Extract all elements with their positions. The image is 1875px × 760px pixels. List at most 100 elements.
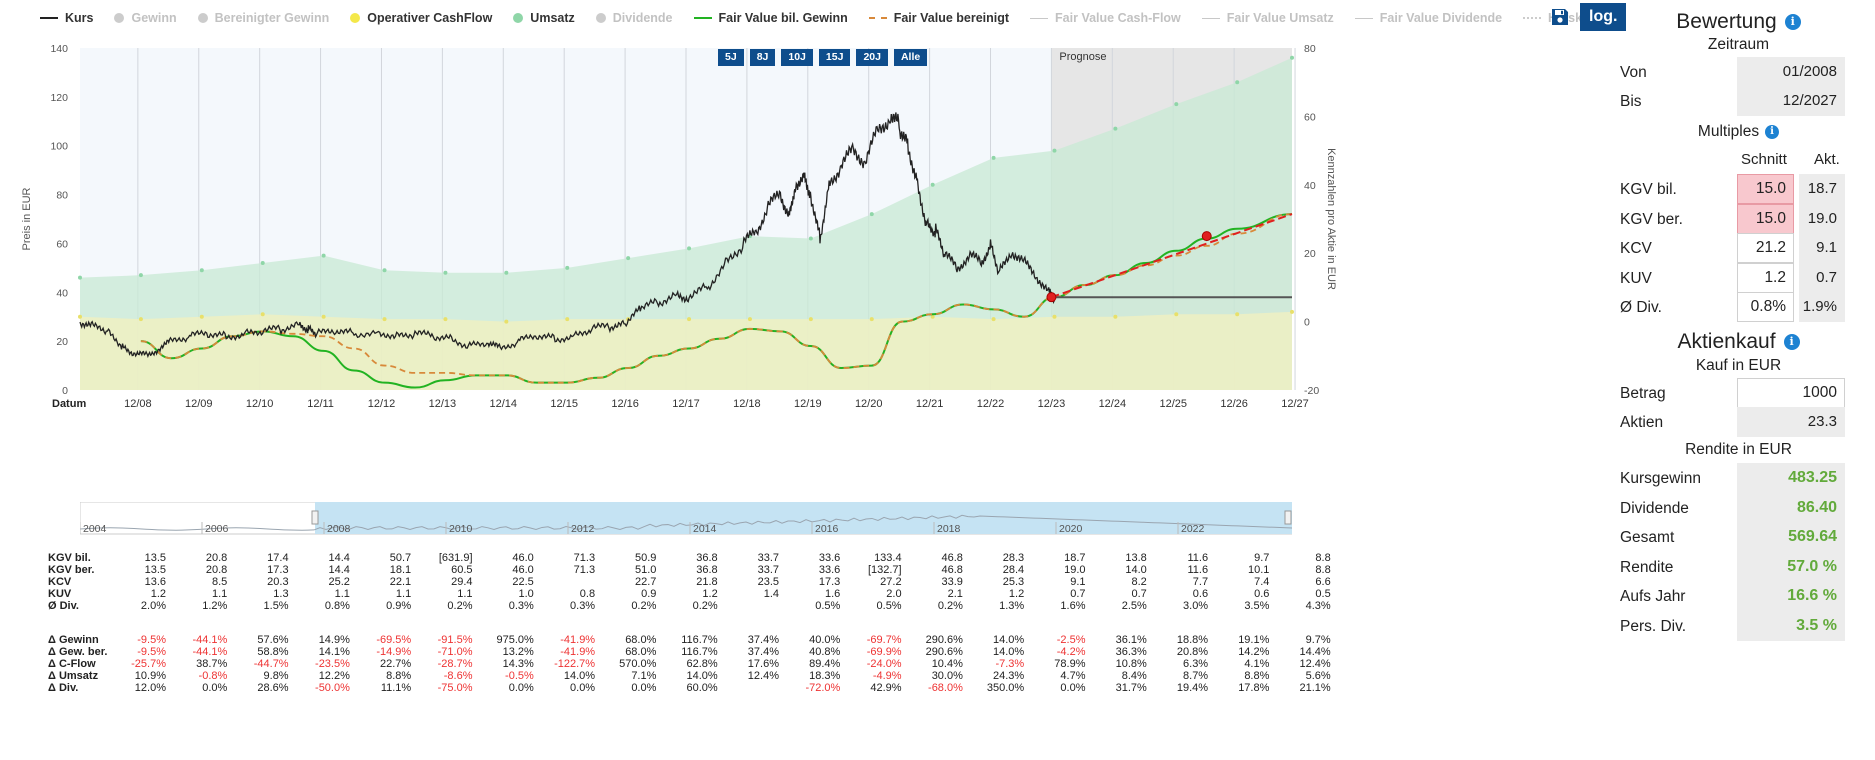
umsatz-point bbox=[991, 155, 996, 160]
cashflow-point bbox=[443, 317, 448, 322]
legend-item-0[interactable]: Kurs bbox=[40, 11, 93, 25]
kpi-cell: 36.8 bbox=[696, 552, 718, 564]
legend-item-3[interactable]: Operativer CashFlow bbox=[350, 11, 492, 25]
info-icon[interactable]: i bbox=[1784, 14, 1801, 31]
legend-label: Fair Value Cash-Flow bbox=[1055, 11, 1181, 25]
range-navigator[interactable]: 2004 2006 2008 2010 2012 2014 2016 2018 2020 2022… bbox=[80, 502, 1292, 550]
umsatz-point bbox=[1113, 126, 1118, 131]
kpi-cell: 0.2% bbox=[631, 600, 657, 612]
aktienkauf-title: Aktienkauf bbox=[1677, 330, 1776, 353]
multiple-schnitt-input[interactable]: 1.2 bbox=[1737, 262, 1794, 293]
kpi-cell: 8.5 bbox=[212, 576, 228, 588]
kpi-cell: 14.2% bbox=[1238, 646, 1270, 658]
legend-item-10[interactable]: Fair Value Dividende bbox=[1354, 11, 1502, 25]
kpi-cell: 33.7 bbox=[757, 552, 779, 564]
multiple-schnitt-input[interactable]: 21.2 bbox=[1737, 233, 1794, 263]
kpi-cell: 89.4% bbox=[809, 658, 841, 670]
top-toolbar: log. bbox=[1546, 3, 1627, 31]
legend-symbol bbox=[513, 13, 524, 23]
zoom-button-8J[interactable]: 8J bbox=[749, 49, 776, 66]
legend-symbol bbox=[1201, 17, 1220, 19]
kpi-cell: 33.9 bbox=[941, 576, 963, 588]
multiple-schnitt-input[interactable]: 0.8% bbox=[1737, 292, 1794, 322]
legend-item-5[interactable]: Dividende bbox=[595, 11, 673, 25]
legend-item-1[interactable]: Gewinn bbox=[114, 11, 177, 25]
legend-symbol bbox=[595, 13, 606, 23]
zoom-button-10J[interactable]: 10J bbox=[781, 49, 813, 66]
y2-tick-label: 0 bbox=[1304, 317, 1310, 329]
zoom-button-Alle[interactable]: Alle bbox=[893, 49, 928, 66]
kpi-cell: 14.3% bbox=[502, 658, 534, 670]
price-chart[interactable]: Prognose 0 20 40 60 80 100 120 140 -20 0 20 40 60 80 Pr… bbox=[0, 40, 1340, 410]
result-value: 86.40 bbox=[1737, 492, 1845, 523]
kpi-row-label: KCV bbox=[48, 576, 72, 588]
kpi-cell: 14.4% bbox=[1299, 646, 1331, 658]
multiple-schnitt-input[interactable]: 15.0 bbox=[1737, 203, 1794, 234]
kpi-cell: 6.6 bbox=[1315, 576, 1331, 588]
log-scale-button[interactable]: log. bbox=[1580, 3, 1627, 31]
navigator-year: 2020 bbox=[1059, 523, 1083, 535]
von-value[interactable]: 01/2008 bbox=[1737, 57, 1845, 87]
info-icon[interactable]: i bbox=[1783, 334, 1800, 351]
projection-line bbox=[1051, 213, 1293, 299]
kpi-cell: -68.0% bbox=[928, 682, 963, 694]
kpi-cell: 78.9% bbox=[1054, 658, 1086, 670]
kpi-cell: 18.1 bbox=[389, 564, 412, 576]
kpi-cell: 0.7 bbox=[1070, 588, 1086, 600]
kpi-cell: 0.0% bbox=[1060, 682, 1086, 694]
bis-value[interactable]: 12/2027 bbox=[1737, 86, 1845, 116]
navigator-handle-left[interactable] bbox=[311, 510, 319, 525]
multiples-label: Multiples bbox=[1697, 123, 1760, 140]
kpi-cell: 11.6 bbox=[1187, 564, 1209, 576]
x-tick-label: 12/21 bbox=[916, 398, 944, 410]
x-tick-label: 12/16 bbox=[611, 398, 639, 410]
zoom-button-20J[interactable]: 20J bbox=[856, 49, 888, 66]
legend-item-6[interactable]: Fair Value bil. Gewinn bbox=[693, 11, 848, 25]
kpi-row-label: Ø Div. bbox=[48, 600, 79, 612]
cashflow-point bbox=[869, 317, 874, 322]
projection-marker bbox=[1046, 292, 1057, 303]
x-tick-label: 12/24 bbox=[1099, 398, 1127, 410]
y-tick-label: 120 bbox=[50, 92, 68, 104]
kpi-cell: 50.9 bbox=[634, 552, 657, 564]
kpi-cell: 0.3% bbox=[508, 600, 534, 612]
betrag-input[interactable]: 1000 bbox=[1737, 378, 1845, 408]
multiple-schnitt-input[interactable]: 15.0 bbox=[1737, 174, 1794, 204]
x-tick-label: 12/20 bbox=[855, 398, 883, 410]
kpi-cell: -25.7% bbox=[131, 658, 166, 670]
kpi-cell: -91.5% bbox=[437, 634, 473, 646]
info-icon[interactable]: i bbox=[1765, 124, 1780, 139]
legend-item-2[interactable]: Bereinigter Gewinn bbox=[197, 11, 329, 25]
kpi-cell: 60.0% bbox=[686, 682, 718, 694]
kpi-cell: 10.8% bbox=[1115, 658, 1147, 670]
cashflow-point bbox=[747, 317, 752, 322]
navigator-year: 2010 bbox=[449, 523, 473, 535]
legend-label: Kurs bbox=[65, 11, 94, 25]
legend-item-9[interactable]: Fair Value Umsatz bbox=[1201, 11, 1334, 25]
aktienkauf-heading: Aktienkauf i bbox=[1607, 330, 1870, 354]
kpi-row-label: Δ Umsatz bbox=[48, 670, 99, 682]
aktien-value: 23.3 bbox=[1737, 407, 1845, 437]
kpi-cell: 27.2 bbox=[880, 576, 902, 588]
multiple-label: KUV bbox=[1620, 269, 1652, 287]
legend-item-4[interactable]: Umsatz bbox=[513, 11, 575, 25]
zoom-button-5J[interactable]: 5J bbox=[718, 49, 744, 66]
legend-item-7[interactable]: Fair Value bereinigt bbox=[868, 11, 1009, 25]
kpi-cell: 116.7% bbox=[681, 646, 718, 658]
zoom-button-15J[interactable]: 15J bbox=[818, 49, 851, 66]
save-icon[interactable] bbox=[1546, 3, 1574, 31]
kpi-cell: 14.0% bbox=[686, 670, 718, 682]
kpi-cell: 20.8% bbox=[1176, 646, 1209, 658]
cashflow-point bbox=[78, 314, 82, 319]
kpi-cell: 13.6 bbox=[144, 576, 166, 588]
legend-item-8[interactable]: Fair Value Cash-Flow bbox=[1030, 11, 1181, 25]
result-label: Rendite bbox=[1620, 558, 1674, 576]
kpi-cell: 0.7 bbox=[1131, 588, 1147, 600]
kpi-cell: 7.4 bbox=[1254, 576, 1270, 588]
kpi-cell: 116.7% bbox=[681, 634, 718, 646]
zoom-range-buttons: 5J 8J 10J 15J 20J Alle bbox=[718, 49, 933, 66]
kpi-row-label: KGV bil. bbox=[48, 552, 91, 564]
kpi-cell: -69.5% bbox=[376, 634, 412, 646]
navigator-handle-right[interactable] bbox=[1284, 510, 1292, 525]
kpi-cell: 11.6 bbox=[1187, 552, 1209, 564]
